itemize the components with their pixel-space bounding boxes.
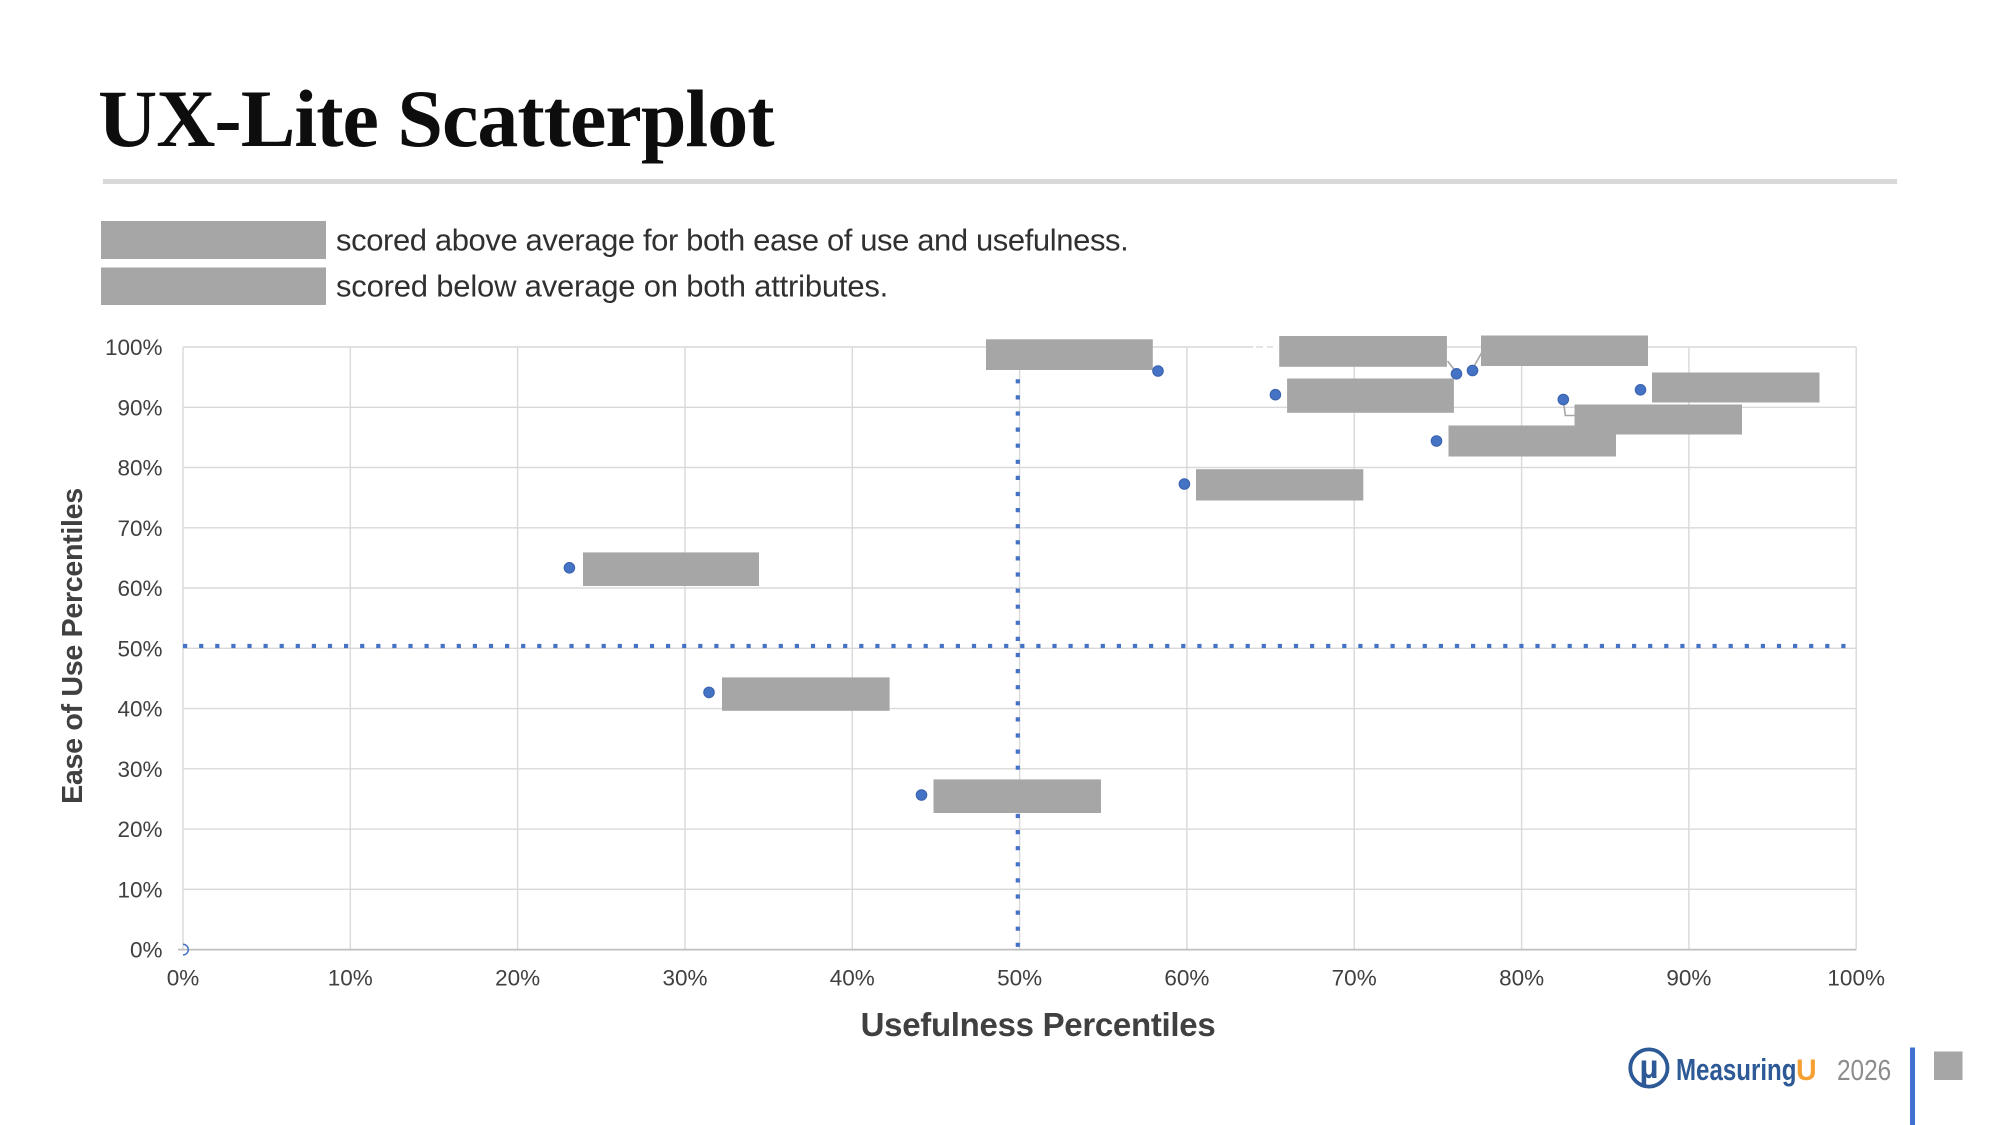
- svg-text:60%: 60%: [117, 576, 162, 601]
- svg-text:70%: 70%: [1332, 966, 1377, 991]
- svg-text:0%: 0%: [167, 966, 200, 991]
- svg-text:100%: 100%: [105, 335, 163, 360]
- svg-text:Usefulness Percentiles: Usefulness Percentiles: [861, 1006, 1216, 1043]
- svg-text:U: U: [1796, 1055, 1817, 1087]
- svg-text:80%: 80%: [1499, 966, 1544, 991]
- svg-text:0%: 0%: [130, 938, 163, 963]
- svg-text:100%: 100%: [1827, 966, 1885, 991]
- svg-text:20%: 20%: [117, 817, 162, 842]
- svg-text:10%: 10%: [328, 966, 373, 991]
- svg-text:70%: 70%: [117, 516, 162, 541]
- svg-text:30%: 30%: [662, 966, 707, 991]
- svg-text:40%: 40%: [117, 697, 162, 722]
- svg-text:UX-Lite Scatterplot: UX-Lite Scatterplot: [98, 73, 774, 164]
- svg-text:10%: 10%: [117, 877, 162, 902]
- svg-text:Ease of Use Percentiles: Ease of Use Percentiles: [57, 488, 89, 804]
- svg-text:2026: 2026: [1837, 1054, 1891, 1086]
- svg-text:90%: 90%: [117, 395, 162, 420]
- svg-text:60%: 60%: [1164, 966, 1209, 991]
- svg-text:90%: 90%: [1666, 966, 1711, 991]
- svg-text:Measuring: Measuring: [1676, 1052, 1796, 1086]
- svg-text:scored below average on both a: scored below average on both attributes.: [336, 269, 888, 304]
- svg-text:µ: µ: [1639, 1048, 1658, 1085]
- svg-text:80%: 80%: [117, 456, 162, 481]
- svg-text:50%: 50%: [117, 636, 162, 661]
- svg-text:20%: 20%: [495, 966, 540, 991]
- svg-text:50%: 50%: [997, 966, 1042, 991]
- svg-text:scored above average for both: scored above average for both ease of us…: [336, 223, 1128, 258]
- svg-text:30%: 30%: [117, 757, 162, 782]
- svg-text:40%: 40%: [830, 966, 875, 991]
